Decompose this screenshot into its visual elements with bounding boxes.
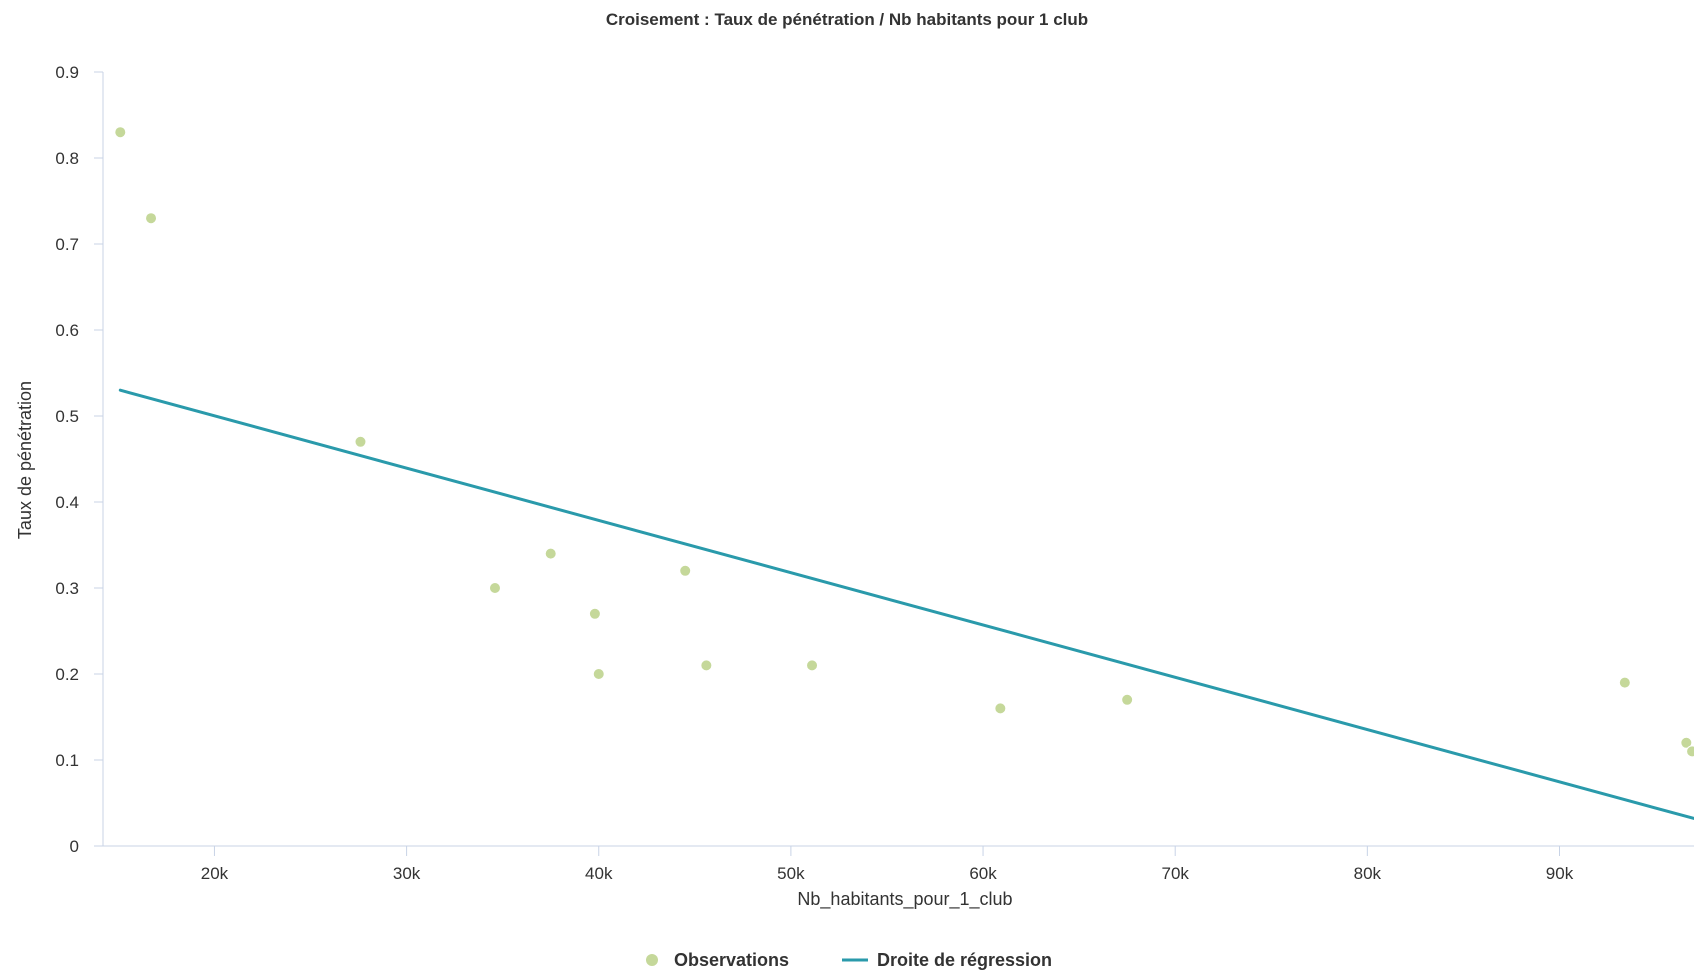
x-tick-label: 60k	[969, 864, 997, 883]
y-axis-title: Taux de pénétration	[15, 381, 35, 539]
observation-point[interactable]	[592, 668, 605, 680]
tick-labels: 0 0.1 0.2 0.3 0.4 0.5 0.6 0.7 0.8 0.9 20k 30k 40k 50k…	[55, 63, 1573, 883]
y-tick-label: 0.9	[55, 63, 79, 82]
axes	[94, 71, 1694, 856]
observation-point[interactable]	[806, 659, 819, 672]
observation-point[interactable]	[588, 607, 601, 620]
y-tick-label: 0.4	[55, 493, 79, 512]
y-tick-label: 0.7	[55, 235, 79, 254]
x-tick-label: 70k	[1161, 864, 1189, 883]
x-tick-label: 50k	[777, 864, 805, 883]
observation-point[interactable]	[1121, 693, 1134, 706]
chart-title: Croisement : Taux de pénétration / Nb ha…	[606, 10, 1088, 29]
y-tick-label: 0.2	[55, 665, 79, 684]
observation-point[interactable]	[1686, 745, 1694, 758]
y-tick-label: 0.8	[55, 149, 79, 168]
legend-observations-marker	[646, 954, 658, 966]
observation-point[interactable]	[994, 702, 1007, 715]
x-tick-label: 30k	[393, 864, 421, 883]
legend-observations-label[interactable]: Observations	[674, 950, 789, 970]
x-tick-label: 90k	[1546, 864, 1574, 883]
legend-regression-label[interactable]: Droite de régression	[877, 950, 1052, 970]
observation-point[interactable]	[488, 582, 501, 594]
observation-point[interactable]	[700, 659, 713, 672]
y-tick-label: 0.3	[55, 579, 79, 598]
y-tick-label: 0.5	[55, 407, 79, 426]
observation-point[interactable]	[1618, 676, 1631, 689]
legend[interactable]: Observations Droite de régression	[646, 950, 1052, 970]
observation-point[interactable]	[1680, 736, 1693, 749]
regression-line[interactable]	[118, 388, 1694, 820]
plot-area	[114, 126, 1694, 820]
observation-point[interactable]	[354, 435, 367, 448]
y-tick-label: 0	[70, 837, 79, 856]
observation-point[interactable]	[679, 564, 692, 577]
y-tick-label: 0.1	[55, 751, 79, 770]
observation-point[interactable]	[114, 126, 127, 139]
x-axis-title: Nb_habitants_pour_1_club	[797, 889, 1012, 910]
y-tick-label: 0.6	[55, 321, 79, 340]
x-tick-label: 80k	[1354, 864, 1382, 883]
x-tick-label: 40k	[585, 864, 613, 883]
x-tick-label: 20k	[201, 864, 229, 883]
observation-point[interactable]	[544, 547, 557, 560]
observation-point[interactable]	[145, 212, 158, 225]
